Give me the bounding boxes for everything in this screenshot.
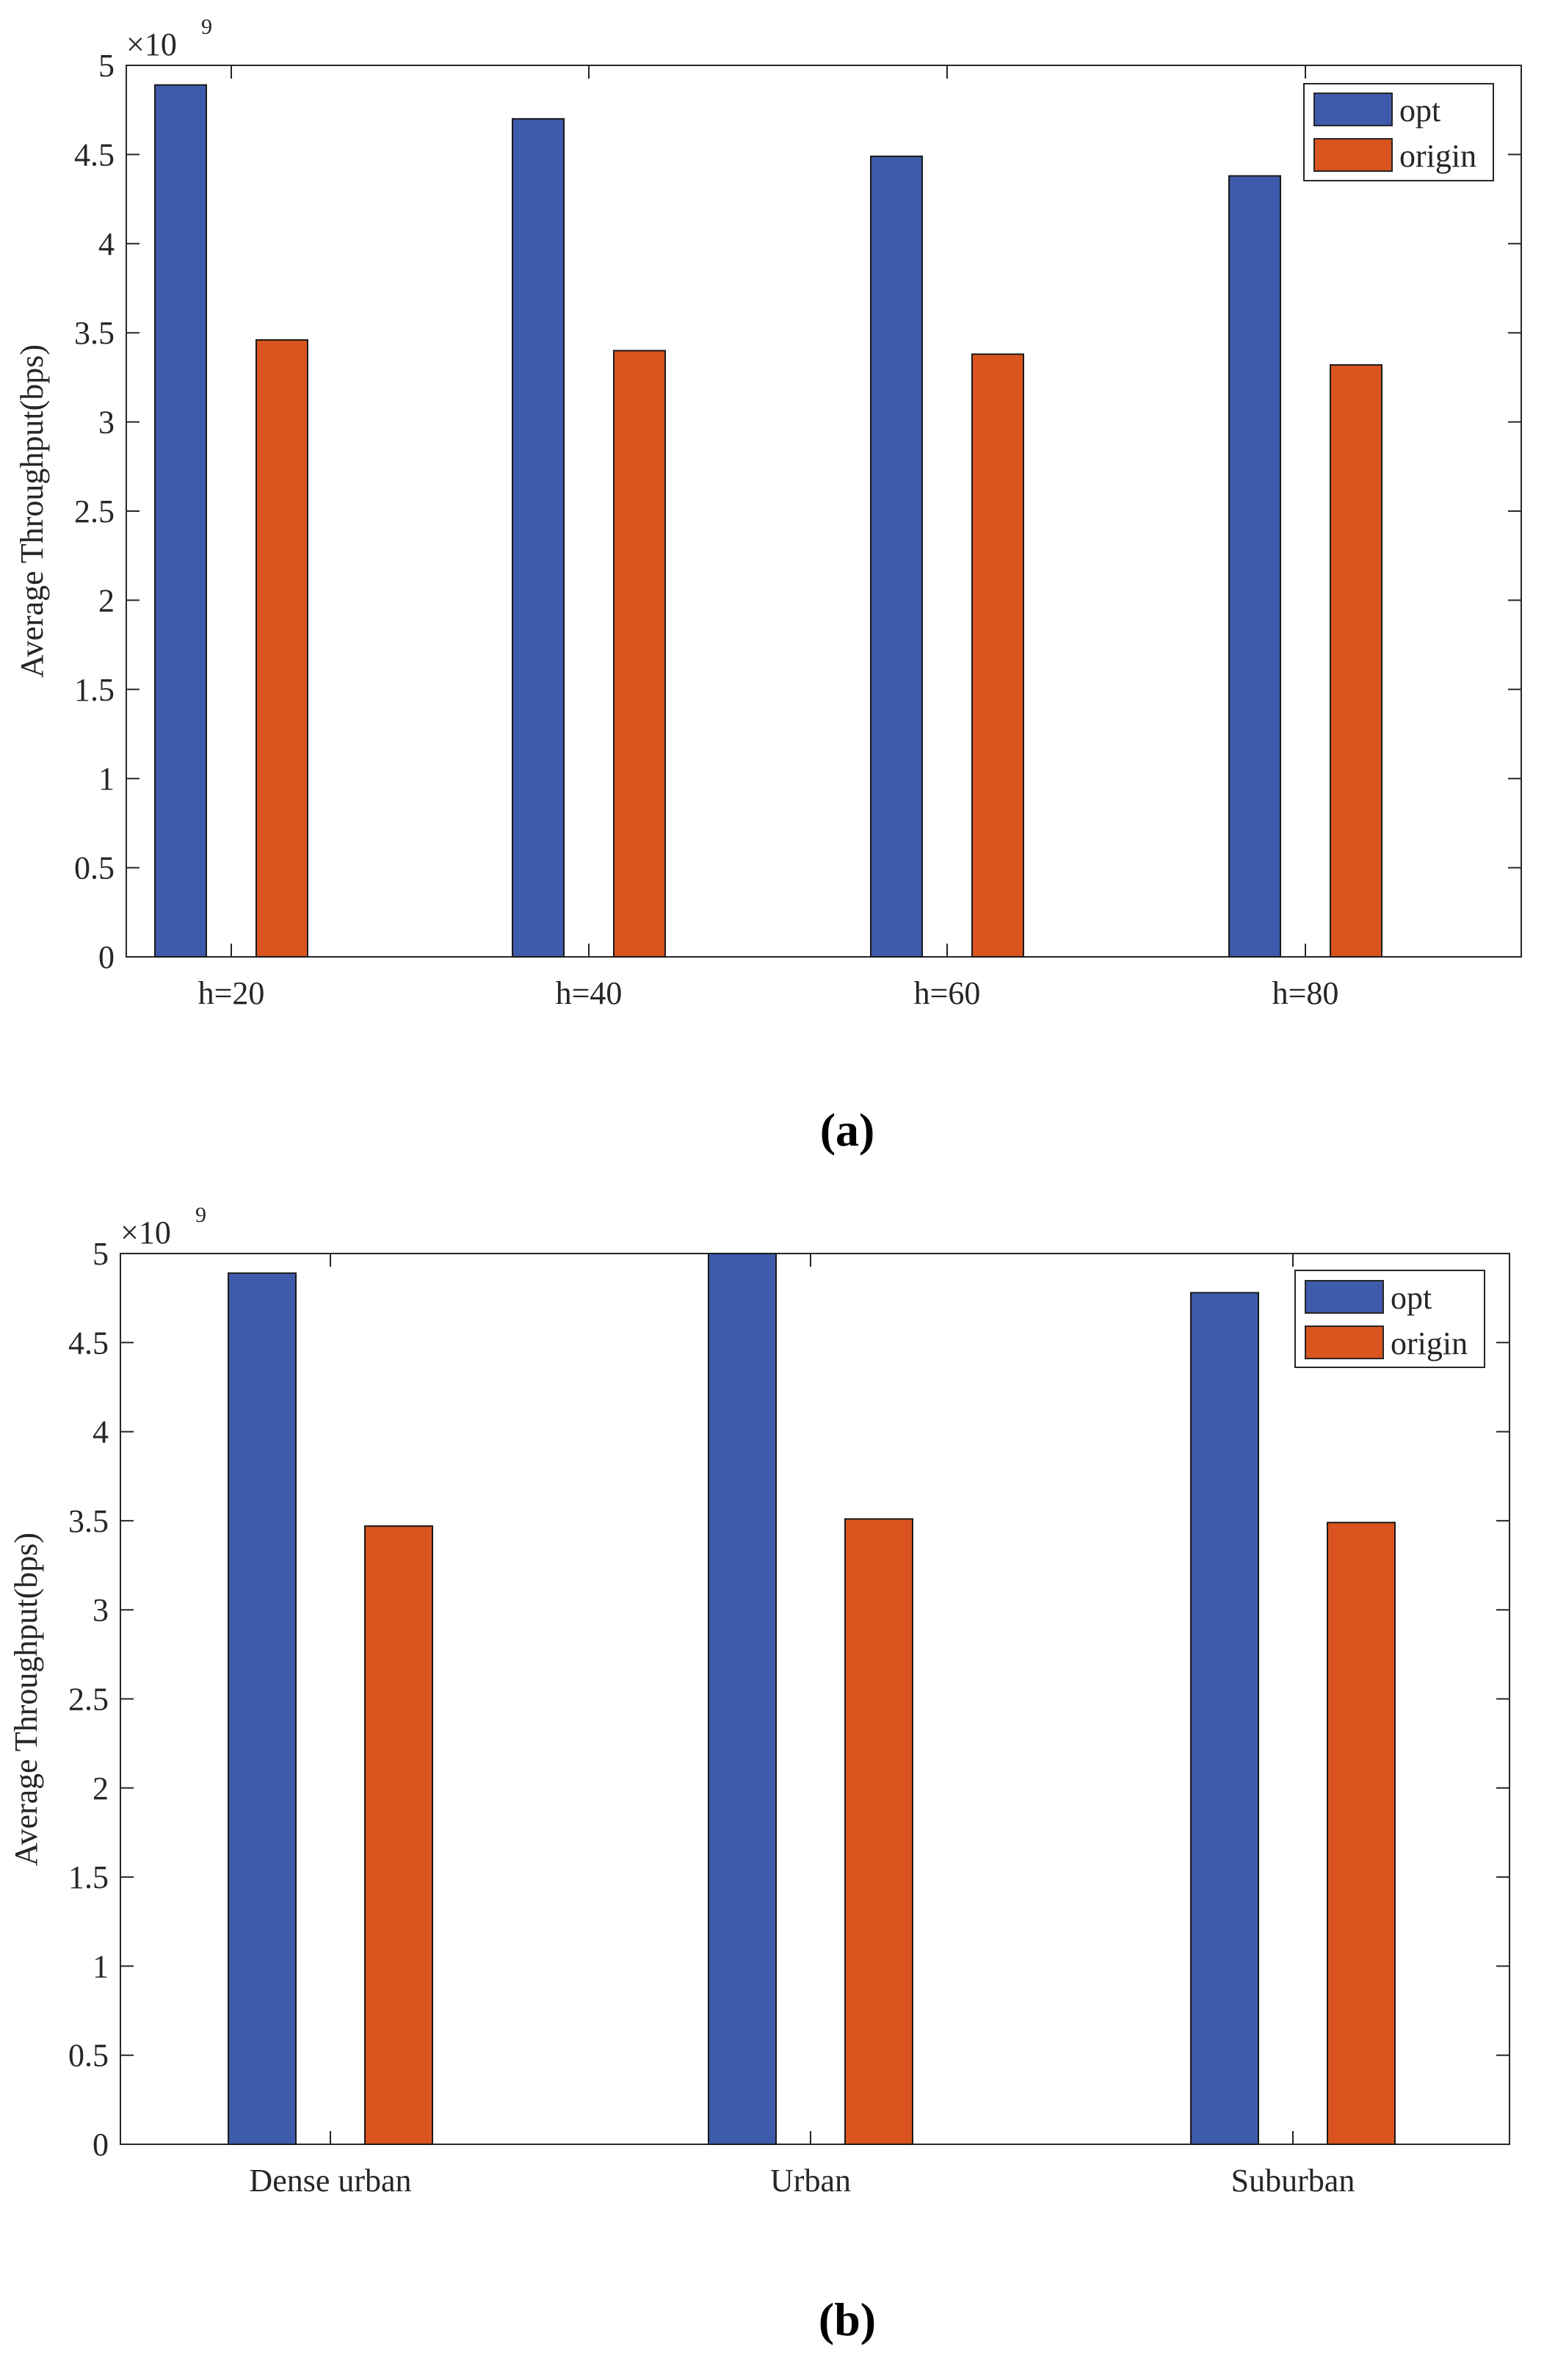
x-tick-label: Urban <box>770 2163 851 2199</box>
y-tick-label: 0.5 <box>74 850 115 886</box>
chart-a-multiplier: ×10 <box>126 26 177 62</box>
y-tick-label: 1.5 <box>68 1859 109 1895</box>
y-tick-label: 4 <box>93 1414 109 1450</box>
chart-a-caption: (a) <box>820 1104 875 1156</box>
chart-b-y-axis-label: Average Throughput(bps) <box>8 1533 44 1866</box>
bar-opt-h-20 <box>154 84 207 958</box>
chart-a-legend-label-opt: opt <box>1399 93 1440 129</box>
chart-b-plot-area <box>120 1253 1510 2145</box>
chart-b-x-axis: Dense urban Urban Suburban <box>249 1254 1355 2199</box>
y-tick-label: 4.5 <box>68 1325 109 1361</box>
y-tick-label: 0 <box>93 2127 109 2163</box>
chart-b-legend-swatch-origin <box>1305 1325 1384 1359</box>
bar-opt-urban <box>708 1253 777 2145</box>
bar-origin-suburban <box>1327 1522 1396 2145</box>
bar-opt-suburban <box>1190 1292 1259 2145</box>
chart-a-y-axis-label: Average Throughput(bps) <box>14 344 50 678</box>
y-tick-label: 1.5 <box>74 672 115 708</box>
x-tick-label: h=60 <box>914 975 981 1011</box>
y-tick-label: 0 <box>98 939 115 975</box>
bar-opt-h-60 <box>870 155 923 958</box>
chart-a-multiplier-exponent: 9 <box>201 15 212 39</box>
x-tick-label: h=20 <box>198 975 265 1011</box>
chart-a-bars <box>154 84 1382 958</box>
chart-b-multiplier: ×10 <box>120 1215 171 1251</box>
bar-opt-h-80 <box>1228 175 1281 958</box>
x-tick-label: h=40 <box>556 975 623 1011</box>
chart-b-multiplier-exponent: 9 <box>195 1203 206 1227</box>
y-tick-label: 3 <box>93 1592 109 1628</box>
y-tick-label: 2 <box>93 1770 109 1806</box>
y-tick-label: 2 <box>98 582 115 618</box>
y-tick-label: 2.5 <box>68 1682 109 1718</box>
bar-origin-dense-urban <box>364 1525 433 2145</box>
y-tick-label: 3 <box>98 405 115 441</box>
x-tick-label: Suburban <box>1231 2163 1355 2199</box>
chart-b-legend: opt origin <box>1294 1270 1485 1368</box>
chart-a-legend-swatch-origin <box>1313 138 1393 172</box>
chart-a-x-axis: h=20 h=40 h=60 h=80 <box>198 65 1339 1011</box>
y-tick-label: 1 <box>93 1948 109 1984</box>
bar-opt-dense-urban <box>228 1272 297 2145</box>
chart-a-legend: opt origin <box>1303 83 1494 181</box>
y-tick-label: 1 <box>98 761 115 797</box>
bar-origin-urban <box>844 1518 913 2146</box>
y-tick-label: 4 <box>98 226 115 262</box>
chart-b: 0 0.5 1 1.5 2 2.5 3 3.5 4 4.5 5 Dense urban Urban Su… <box>8 1203 1510 2345</box>
chart-b-legend-label-opt: opt <box>1391 1280 1432 1316</box>
x-tick-label: h=80 <box>1272 975 1339 1011</box>
chart-a: 0 0.5 1 1.5 2 2.5 3 3.5 4 4.5 5 h=20 h=40 h=60 h=80 ×… <box>14 15 1522 1156</box>
bar-origin-h-60 <box>971 353 1024 958</box>
y-tick-label: 3.5 <box>68 1503 109 1539</box>
chart-a-legend-swatch-opt <box>1313 93 1393 126</box>
chart-b-legend-swatch-opt <box>1305 1280 1384 1314</box>
y-tick-label: 5 <box>98 48 115 84</box>
bar-origin-h-20 <box>255 339 308 958</box>
y-tick-label: 0.5 <box>68 2038 109 2074</box>
chart-a-legend-label-origin: origin <box>1399 138 1476 174</box>
y-tick-label: 3.5 <box>74 315 115 351</box>
chart-a-y-axis: 0 0.5 1 1.5 2 2.5 3 3.5 4 4.5 5 <box>74 48 1521 975</box>
chart-a-plot-area <box>126 65 1522 958</box>
chart-b-caption: (b) <box>819 2293 876 2345</box>
x-tick-label: Dense urban <box>249 2163 411 2199</box>
y-tick-label: 5 <box>93 1236 109 1272</box>
y-tick-label: 4.5 <box>74 137 115 173</box>
bar-origin-h-40 <box>613 350 666 958</box>
chart-b-y-axis: 0 0.5 1 1.5 2 2.5 3 3.5 4 4.5 5 <box>68 1236 1509 2163</box>
chart-b-legend-label-origin: origin <box>1391 1325 1468 1361</box>
chart-b-bars <box>228 1253 1396 2146</box>
bar-origin-h-80 <box>1330 363 1382 958</box>
bar-opt-h-40 <box>512 117 565 958</box>
y-tick-label: 2.5 <box>74 493 115 529</box>
